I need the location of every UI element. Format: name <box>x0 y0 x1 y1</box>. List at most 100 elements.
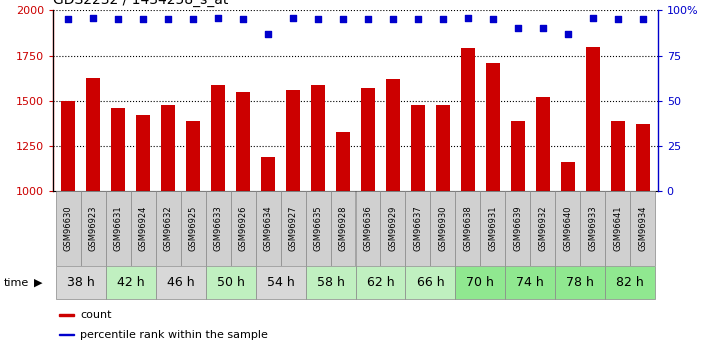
Text: 82 h: 82 h <box>616 276 644 289</box>
Text: 78 h: 78 h <box>567 276 594 289</box>
Point <box>63 17 74 22</box>
Text: 58 h: 58 h <box>316 276 344 289</box>
Bar <box>106 266 156 299</box>
Bar <box>181 191 205 266</box>
Bar <box>561 161 574 345</box>
Point <box>237 17 249 22</box>
Bar <box>256 191 281 266</box>
Point <box>462 15 474 20</box>
Text: GSM96934: GSM96934 <box>638 206 647 251</box>
Text: time: time <box>4 278 29 288</box>
Point <box>587 15 599 20</box>
Bar <box>511 121 525 345</box>
Text: 42 h: 42 h <box>117 276 144 289</box>
Text: GSM96632: GSM96632 <box>164 206 173 252</box>
Bar <box>636 125 650 345</box>
Bar <box>56 191 81 266</box>
Bar <box>281 191 306 266</box>
Bar <box>230 191 256 266</box>
Text: GSM96932: GSM96932 <box>538 206 547 251</box>
Bar <box>386 79 400 345</box>
Point <box>562 31 574 37</box>
Text: GSM96925: GSM96925 <box>188 206 198 251</box>
Text: GSM96638: GSM96638 <box>464 206 472 252</box>
Text: 70 h: 70 h <box>466 276 494 289</box>
Bar <box>486 63 500 345</box>
Bar <box>205 191 230 266</box>
Bar <box>256 266 306 299</box>
Point <box>437 17 449 22</box>
Bar <box>311 85 325 345</box>
Point <box>512 26 523 31</box>
Bar <box>481 191 506 266</box>
Bar <box>555 266 605 299</box>
Bar <box>60 334 75 335</box>
Bar <box>60 314 75 316</box>
Bar <box>380 191 405 266</box>
Bar <box>106 191 131 266</box>
Bar <box>506 191 530 266</box>
Bar <box>186 121 200 345</box>
Point <box>312 17 324 22</box>
Bar <box>306 191 331 266</box>
Text: GSM96635: GSM96635 <box>314 206 323 252</box>
Text: GSM96636: GSM96636 <box>363 206 373 252</box>
Point <box>188 17 199 22</box>
Point <box>487 17 498 22</box>
Point <box>387 17 399 22</box>
Point <box>163 17 174 22</box>
Text: GSM96926: GSM96926 <box>239 206 247 251</box>
Text: 46 h: 46 h <box>167 276 195 289</box>
Bar <box>137 115 150 345</box>
Bar <box>455 191 481 266</box>
Bar <box>605 266 655 299</box>
Text: GSM96633: GSM96633 <box>213 206 223 252</box>
Text: GSM96931: GSM96931 <box>488 206 498 251</box>
Bar <box>411 106 424 345</box>
Bar <box>506 266 555 299</box>
Text: GDS2232 / 1434258_s_at: GDS2232 / 1434258_s_at <box>53 0 229 7</box>
Bar <box>405 191 430 266</box>
Bar <box>236 92 250 345</box>
Bar <box>586 47 599 345</box>
Bar <box>261 157 275 345</box>
Bar <box>430 191 455 266</box>
Text: GSM96929: GSM96929 <box>388 206 397 251</box>
Text: GSM96923: GSM96923 <box>89 206 98 251</box>
Text: GSM96927: GSM96927 <box>289 206 298 251</box>
Bar <box>331 191 356 266</box>
Bar <box>61 101 75 345</box>
Bar <box>161 105 175 345</box>
Bar <box>530 191 555 266</box>
Point <box>363 17 374 22</box>
Bar <box>211 85 225 345</box>
Point <box>87 15 99 20</box>
Bar <box>87 78 100 345</box>
Text: 74 h: 74 h <box>516 276 544 289</box>
Bar <box>605 191 630 266</box>
Bar <box>455 266 506 299</box>
Point <box>137 17 149 22</box>
Bar <box>112 108 125 345</box>
Bar <box>436 106 450 345</box>
Text: GSM96634: GSM96634 <box>264 206 272 252</box>
Text: GSM96641: GSM96641 <box>613 206 622 251</box>
Point <box>412 17 424 22</box>
Bar <box>56 266 106 299</box>
Bar <box>611 121 624 345</box>
Bar <box>405 266 455 299</box>
Bar <box>536 97 550 345</box>
Point <box>112 17 124 22</box>
Text: ▶: ▶ <box>34 278 43 288</box>
Point <box>337 17 348 22</box>
Text: GSM96924: GSM96924 <box>139 206 148 251</box>
Bar <box>287 90 300 345</box>
Text: 38 h: 38 h <box>67 276 95 289</box>
Bar <box>461 48 475 345</box>
Bar <box>555 191 580 266</box>
Point <box>287 15 299 20</box>
Bar <box>336 132 350 345</box>
Text: GSM96640: GSM96640 <box>563 206 572 251</box>
Bar <box>156 266 205 299</box>
Bar <box>580 191 605 266</box>
